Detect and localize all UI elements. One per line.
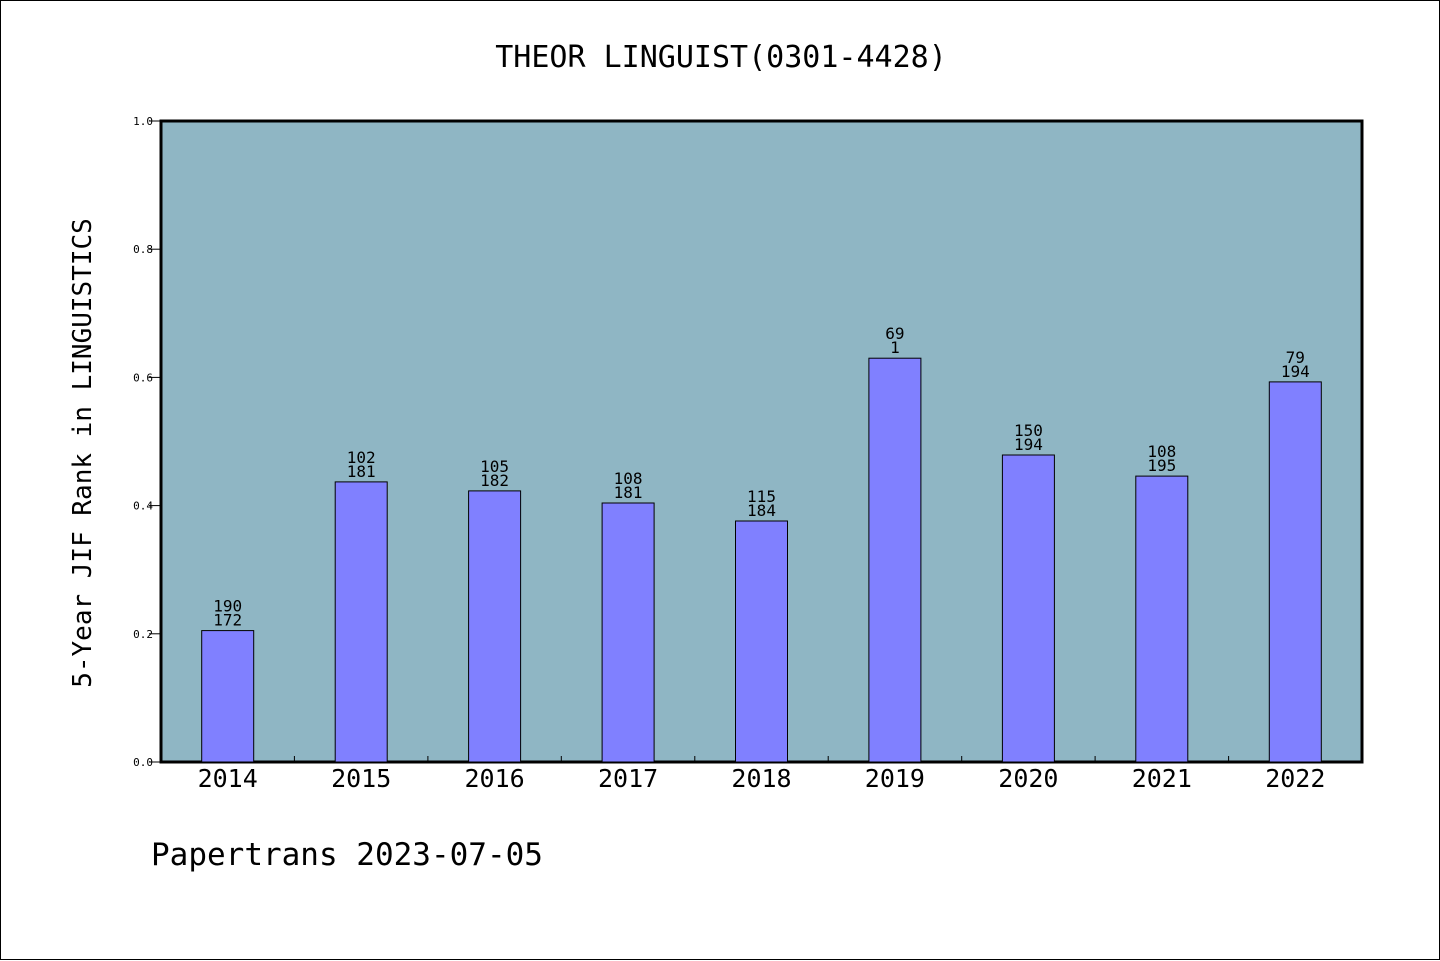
x-tick-label-2017: 2017 xyxy=(598,764,658,793)
bar-label-2020-top: 150 xyxy=(1014,421,1043,440)
bar-2014 xyxy=(201,630,255,763)
x-tick-label-2020: 2020 xyxy=(998,764,1058,793)
y-tick-label-0.6: 0.6 xyxy=(133,371,153,384)
bar-label-2021-bottom: 195 xyxy=(1147,456,1176,475)
x-tick-label-2016: 2016 xyxy=(464,764,524,793)
bar-label-2014-top: 190 xyxy=(213,597,242,616)
bar-label-2017-bottom: 181 xyxy=(614,483,643,502)
bar-label-2019-top: 69 xyxy=(885,324,904,343)
y-axis-label: 5-Year JIF Rank in LINGUISTICS xyxy=(68,218,98,688)
bar-label-2018-bottom: 184 xyxy=(747,501,776,520)
bar-label-2017-top: 108 xyxy=(614,469,643,488)
x-tick-label-2018: 2018 xyxy=(731,764,791,793)
y-tick-label-1.0: 1.0 xyxy=(133,115,153,128)
bar-label-2019-bottom: 1 xyxy=(890,338,900,357)
bar-label-2016-top: 105 xyxy=(480,457,509,476)
bar-label-2022-top: 79 xyxy=(1286,348,1305,367)
bar-label-2018-top: 115 xyxy=(747,487,776,506)
bar-2015 xyxy=(334,481,388,763)
footer-text: Papertrans 2023-07-05 xyxy=(151,837,543,873)
y-tick-label-0.0: 0.0 xyxy=(133,756,153,769)
bar-label-2016-bottom: 182 xyxy=(480,471,509,490)
bar-2019 xyxy=(868,357,922,763)
bar-label-2015-bottom: 181 xyxy=(347,462,376,481)
y-tick-label-0.8: 0.8 xyxy=(133,243,153,256)
bar-label-2020-bottom: 194 xyxy=(1014,435,1043,454)
bar-2021 xyxy=(1135,475,1189,763)
chart-title: THEOR LINGUIST(0301-4428) xyxy=(495,40,947,75)
bar-label-2021-top: 108 xyxy=(1147,442,1176,461)
bar-2016 xyxy=(468,490,522,763)
x-tick-label-2021: 2021 xyxy=(1132,764,1192,793)
y-tick-label-0.4: 0.4 xyxy=(133,500,153,513)
bar-2022 xyxy=(1268,381,1322,763)
x-axis: 2014 2015 2016 2017 2018 2019 2020 2021 2022 xyxy=(198,756,1325,793)
bar-label-2015-top: 102 xyxy=(347,448,376,467)
bar-label-2022-bottom: 194 xyxy=(1281,362,1310,381)
x-tick-label-2014: 2014 xyxy=(198,764,258,793)
bar-2020 xyxy=(1001,454,1055,763)
x-tick-label-2015: 2015 xyxy=(331,764,391,793)
x-tick-label-2022: 2022 xyxy=(1265,764,1325,793)
y-tick-label-0.2: 0.2 xyxy=(133,628,153,641)
bar-label-2014-bottom: 172 xyxy=(213,611,242,630)
x-tick-label-2019: 2019 xyxy=(865,764,925,793)
bar-2018 xyxy=(735,520,788,763)
y-axis: 0.0 0.2 0.4 0.6 0.8 1.0 xyxy=(133,115,161,769)
bar-2017 xyxy=(601,502,655,763)
